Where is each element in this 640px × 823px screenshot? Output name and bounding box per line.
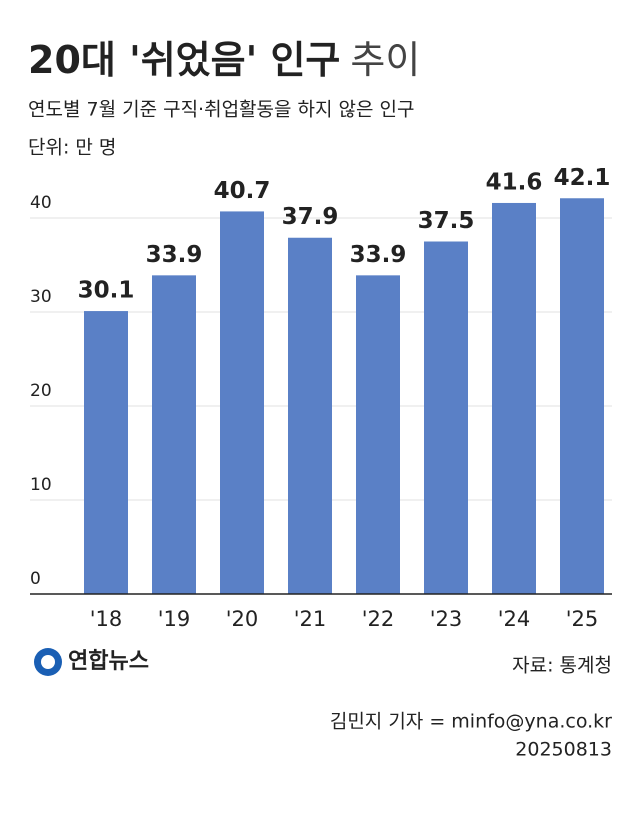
- value-label: 37.5: [418, 208, 475, 234]
- bar: [220, 211, 264, 595]
- chart-title: 20대 '쉬었음' 인구 추이: [28, 38, 420, 82]
- value-label: 41.6: [486, 169, 543, 195]
- x-tick-label: '21: [294, 607, 327, 631]
- y-tick-label: 10: [30, 475, 52, 495]
- value-label: 33.9: [146, 242, 203, 268]
- logo: 연합뉴스: [34, 648, 149, 676]
- value-label: 30.1: [78, 278, 135, 304]
- date: 20250813: [515, 739, 612, 761]
- title-main: 20대 '쉬었음' 인구: [28, 38, 340, 82]
- logo-icon-inner: [41, 655, 55, 669]
- bar: [560, 198, 604, 594]
- byline: 김민지 기자 = minfo@yna.co.kr: [330, 711, 612, 733]
- bar: [424, 241, 468, 594]
- x-tick-label: '23: [430, 607, 463, 631]
- value-label: 33.9: [350, 242, 407, 268]
- bar: [288, 237, 332, 595]
- value-label: 40.7: [214, 178, 271, 204]
- bar: [356, 275, 400, 594]
- y-tick-label: 0: [30, 569, 41, 589]
- unit: 단위: 만 명: [28, 137, 116, 159]
- x-tick-label: '24: [498, 607, 531, 631]
- source: 자료: 통계청: [512, 655, 612, 677]
- y-tick-label: 30: [30, 287, 52, 307]
- subtitle: 연도별 7월 기준 구직·취업활동을 하지 않은 인구: [28, 99, 415, 121]
- x-tick-label: '22: [362, 607, 395, 631]
- bar: [492, 202, 536, 594]
- bar: [84, 311, 128, 594]
- bar: [152, 275, 196, 594]
- x-tick-label: '19: [158, 607, 191, 631]
- x-tick-label: '20: [226, 607, 259, 631]
- title-suffix: 추이: [350, 38, 420, 82]
- value-label: 42.1: [554, 165, 611, 191]
- x-tick-label: '25: [566, 607, 599, 631]
- logo-text: 연합뉴스: [68, 648, 149, 674]
- x-tick-label: '18: [90, 607, 123, 631]
- value-label: 37.9: [282, 204, 339, 230]
- y-tick-label: 40: [30, 193, 52, 213]
- y-tick-label: 20: [30, 381, 52, 401]
